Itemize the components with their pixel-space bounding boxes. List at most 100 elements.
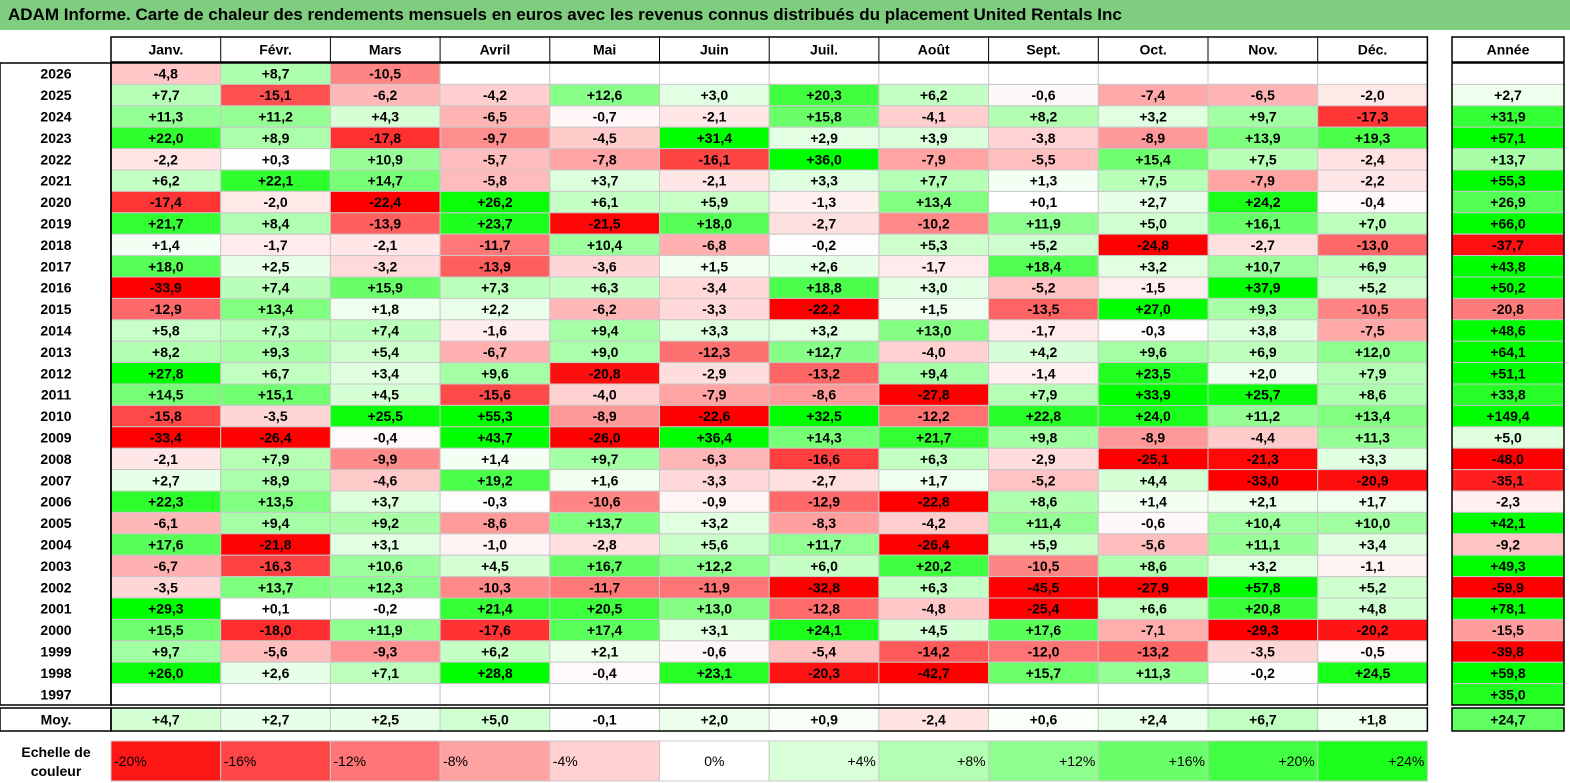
cell-value: +13,0 xyxy=(697,601,733,617)
cell-value: +32,5 xyxy=(806,408,842,424)
month-grid-frame xyxy=(110,62,1429,706)
year-total-value: +49,3 xyxy=(1490,558,1526,574)
cell-value: -10,3 xyxy=(479,579,511,595)
cell-value: +17,6 xyxy=(1026,622,1062,638)
color-scale-value: +8% xyxy=(957,753,985,769)
heatmap-cell xyxy=(439,683,551,706)
cell-value: -2,1 xyxy=(702,173,726,189)
cell-value: -11,7 xyxy=(479,237,510,253)
month-header: Mai xyxy=(593,42,616,58)
cell-value: +15,1 xyxy=(258,387,294,403)
average-value: +6,7 xyxy=(1249,712,1277,728)
cell-value: +24,1 xyxy=(806,622,842,638)
year-total-value: +55,3 xyxy=(1490,173,1526,189)
cell-value: +9,7 xyxy=(152,644,180,660)
year-total-value: -59,9 xyxy=(1492,579,1524,595)
cell-value: +16,7 xyxy=(587,558,623,574)
cell-value: +1,5 xyxy=(920,301,948,317)
cell-value: -26,4 xyxy=(918,537,950,553)
heatmap-cell xyxy=(988,683,1099,706)
cell-value: -9,7 xyxy=(483,130,507,146)
cell-value: +10,0 xyxy=(1355,515,1391,531)
cell-value: -13,9 xyxy=(479,258,511,274)
cell-value: +0,1 xyxy=(262,601,290,617)
row-year-label: 2023 xyxy=(40,130,71,146)
cell-value: +2,5 xyxy=(262,258,290,274)
cell-value: -27,9 xyxy=(1137,579,1169,595)
cell-value: -2,9 xyxy=(1031,451,1055,467)
cell-value: +11,7 xyxy=(807,537,842,553)
cell-value: -2,0 xyxy=(1360,87,1384,103)
row-year-label: 2002 xyxy=(40,579,71,595)
heatmap-cell xyxy=(110,683,222,706)
color-scale-value: +4% xyxy=(847,753,875,769)
cell-value: +11,9 xyxy=(1026,216,1061,232)
heatmap-cell xyxy=(1097,62,1209,85)
cell-value: +55,3 xyxy=(477,408,513,424)
cell-value: -29,3 xyxy=(1247,622,1279,638)
row-year-label: 2024 xyxy=(40,109,71,125)
cell-value: +3,2 xyxy=(1139,258,1167,274)
cell-value: +3,0 xyxy=(920,280,948,296)
year-total-value: -35,1 xyxy=(1492,472,1524,488)
cell-value: +1,4 xyxy=(481,451,509,467)
cell-value: -27,8 xyxy=(918,387,950,403)
cell-value: +13,9 xyxy=(1245,130,1281,146)
heatmap-cell xyxy=(659,62,770,85)
cell-value: +9,0 xyxy=(591,344,619,360)
cell-value: -3,8 xyxy=(1031,130,1055,146)
cell-value: +9,7 xyxy=(591,451,619,467)
cell-value: +2,7 xyxy=(1139,194,1167,210)
cell-value: +5,6 xyxy=(701,537,729,553)
cell-value: +1,4 xyxy=(152,237,180,253)
cell-value: -5,8 xyxy=(483,173,507,189)
cell-value: -12,9 xyxy=(808,494,840,510)
cell-value: -13,9 xyxy=(369,216,401,232)
year-total-value: -48,0 xyxy=(1492,451,1524,467)
cell-value: +2,1 xyxy=(591,644,619,660)
cell-value: -3,3 xyxy=(702,301,726,317)
cell-value: -45,5 xyxy=(1027,579,1059,595)
cell-value: -10,5 xyxy=(369,66,401,82)
cell-value: +28,8 xyxy=(477,665,513,681)
color-scale-value: -16% xyxy=(224,753,257,769)
cell-value: -0,6 xyxy=(1031,87,1055,103)
cell-value: -2,8 xyxy=(593,537,617,553)
cell-value: -21,3 xyxy=(1247,451,1279,467)
cell-value: -2,7 xyxy=(1251,237,1275,253)
cell-value: -12,2 xyxy=(918,408,950,424)
color-scale-value: 0% xyxy=(704,753,724,769)
cell-value: +7,4 xyxy=(371,323,399,339)
cell-value: -4,5 xyxy=(593,130,617,146)
cell-value: -0,4 xyxy=(593,665,617,681)
color-scale-swatch xyxy=(1207,740,1319,782)
cell-value: -16,6 xyxy=(808,451,840,467)
heatmap-cell xyxy=(1097,683,1209,706)
heatmap-cell xyxy=(878,62,990,85)
row-year-label: 2019 xyxy=(40,216,71,232)
heatmap-cell xyxy=(1317,683,1428,706)
year-total-cell xyxy=(1451,62,1565,85)
year-total-value: +26,9 xyxy=(1490,194,1526,210)
year-total-value: +2,7 xyxy=(1494,87,1522,103)
cell-value: +22,3 xyxy=(148,494,184,510)
average-row-frame xyxy=(110,707,1429,732)
year-total-value: +13,7 xyxy=(1490,151,1526,167)
cell-value: +7,3 xyxy=(481,280,509,296)
cell-value: +11,9 xyxy=(368,622,403,638)
cell-value: -22,4 xyxy=(369,194,401,210)
cell-value: -2,2 xyxy=(1360,173,1384,189)
cell-value: -20,3 xyxy=(808,665,840,681)
cell-value: +2,9 xyxy=(810,130,838,146)
average-value: +1,8 xyxy=(1359,712,1387,728)
cell-value: -13,5 xyxy=(1027,301,1059,317)
row-year-label: 2014 xyxy=(40,323,71,339)
cell-value: +0,3 xyxy=(262,151,290,167)
cell-value: -12,8 xyxy=(808,601,840,617)
cell-value: +6,3 xyxy=(920,579,948,595)
row-year-label: 2017 xyxy=(40,258,71,274)
cell-value: +37,9 xyxy=(1245,280,1281,296)
cell-value: +7,5 xyxy=(1139,173,1167,189)
year-grid-frame xyxy=(1451,62,1565,706)
cell-value: -6,2 xyxy=(373,87,397,103)
